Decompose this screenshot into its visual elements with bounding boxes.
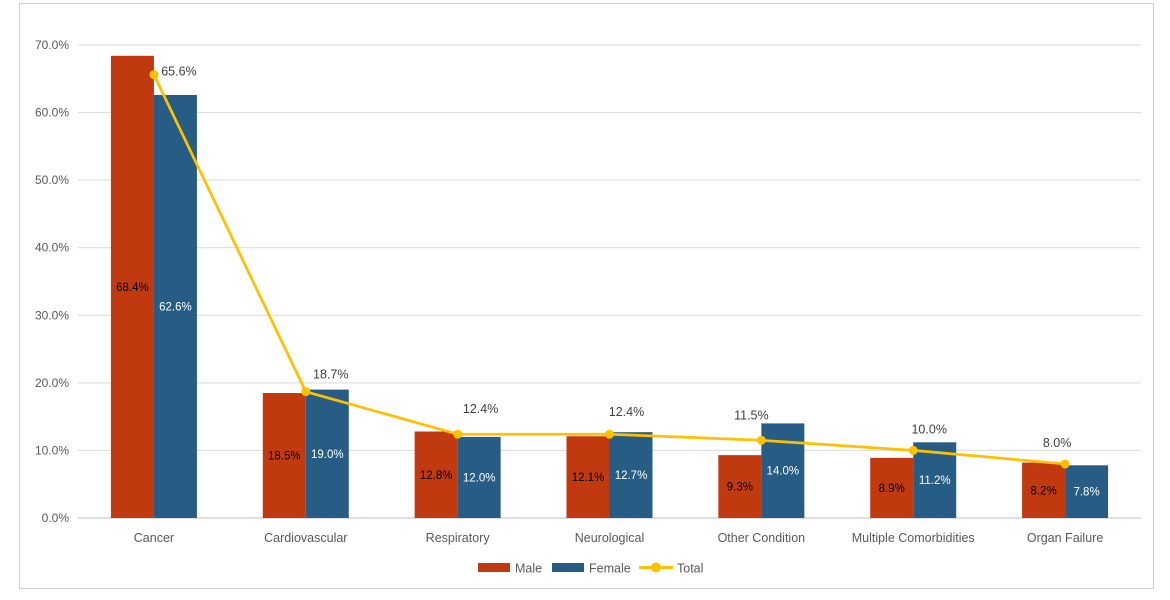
total-point-label-other-condition: 11.5% xyxy=(734,408,769,422)
combo-chart: 0.0% 10.0% 20.0% 30.0% 40.0% 50.0% 60.0% 70.0% 6… xyxy=(35,38,1141,576)
bar-label-female-multiple-comorbidities: 11.2% xyxy=(919,475,951,487)
total-point-label-cardiovascular: 18.7% xyxy=(313,368,348,382)
bar-label-female-other-condition: 14.0% xyxy=(767,466,800,478)
bar-label-male-organ-failure: 8.2% xyxy=(1030,485,1056,497)
y-axis-tick-label: 50.0% xyxy=(35,173,69,187)
bar-label-male-other-condition: 9.3% xyxy=(727,482,753,494)
y-axis-tick-label: 40.0% xyxy=(35,241,69,255)
legend-female-label: Female xyxy=(589,562,631,576)
bar-male-multiple-comorbidities[interactable] xyxy=(870,457,914,518)
total-point-label-respiratory: 12.4% xyxy=(463,402,498,416)
y-axis-tick-label: 60.0% xyxy=(35,106,69,120)
bar-female-other-condition[interactable] xyxy=(761,423,805,518)
category-label-multiple-comorbidities: Multiple Comorbidities xyxy=(852,531,975,545)
y-axis-tick-label: 10.0% xyxy=(35,443,69,457)
total-point-label-neurological: 12.4% xyxy=(609,405,644,419)
category-label-organ-failure: Organ Failure xyxy=(1027,531,1103,545)
bar-female-organ-failure[interactable] xyxy=(1065,465,1109,518)
total-marker-organ-failure[interactable] xyxy=(1060,459,1070,469)
total-point-label-organ-failure: 8.0% xyxy=(1043,436,1072,450)
bar-female-neurological[interactable] xyxy=(609,432,653,518)
bar-female-cancer[interactable] xyxy=(153,95,197,518)
category-label-other-condition: Other Condition xyxy=(718,531,806,545)
y-axis-tick-label: 0.0% xyxy=(42,511,70,525)
y-axis-tick-label: 30.0% xyxy=(35,308,69,322)
bar-label-female-neurological: 12.7% xyxy=(615,470,648,482)
bar-label-female-respiratory: 12.0% xyxy=(463,472,496,484)
total-point-label-multiple-comorbidities: 10.0% xyxy=(911,422,946,436)
legend-female-swatch[interactable] xyxy=(552,563,584,572)
y-axis-tick-label: 20.0% xyxy=(35,376,69,390)
total-point-label-cancer: 65.6% xyxy=(161,65,196,79)
bar-label-male-cancer: 68.4% xyxy=(116,282,149,294)
bar-label-male-neurological: 12.1% xyxy=(572,472,605,484)
total-marker-neurological[interactable] xyxy=(605,429,614,439)
total-marker-cardiovascular[interactable] xyxy=(301,387,311,397)
bar-male-organ-failure[interactable] xyxy=(1022,462,1066,518)
bar-label-female-organ-failure: 7.8% xyxy=(1073,487,1099,499)
category-label-respiratory: Respiratory xyxy=(426,531,491,545)
legend-male-label: Male xyxy=(515,562,542,576)
bar-label-male-multiple-comorbidities: 8.9% xyxy=(879,483,905,495)
bar-label-male-respiratory: 12.8% xyxy=(420,470,453,482)
bar-male-cancer[interactable] xyxy=(110,55,154,518)
total-marker-cancer[interactable] xyxy=(149,70,159,80)
legend-total-marker[interactable] xyxy=(651,562,661,573)
category-label-cancer: Cancer xyxy=(134,531,174,545)
y-axis-tick-label: 70.0% xyxy=(35,38,69,52)
bar-male-neurological[interactable] xyxy=(566,436,610,518)
chart-object[interactable]: 0.0% 10.0% 20.0% 30.0% 40.0% 50.0% 60.0% 70.0% 6… xyxy=(19,3,1154,589)
bar-label-female-cancer: 62.6% xyxy=(159,302,192,314)
total-marker-respiratory[interactable] xyxy=(453,429,463,439)
category-label-cardiovascular: Cardiovascular xyxy=(264,531,347,545)
bar-label-male-cardiovascular: 18.5% xyxy=(268,450,301,462)
bar-male-cardiovascular[interactable] xyxy=(262,392,306,518)
bar-female-respiratory[interactable] xyxy=(457,436,501,518)
bar-male-respiratory[interactable] xyxy=(414,431,458,518)
bar-label-female-cardiovascular: 19.0% xyxy=(311,449,344,461)
category-label-neurological: Neurological xyxy=(575,531,644,545)
total-marker-other-condition[interactable] xyxy=(756,435,766,445)
legend-male-swatch[interactable] xyxy=(478,563,510,572)
legend-total-label: Total xyxy=(677,562,703,576)
total-marker-multiple-comorbidities[interactable] xyxy=(908,445,918,455)
bar-male-other-condition[interactable] xyxy=(718,455,762,518)
bar-female-cardiovascular[interactable] xyxy=(305,389,349,518)
